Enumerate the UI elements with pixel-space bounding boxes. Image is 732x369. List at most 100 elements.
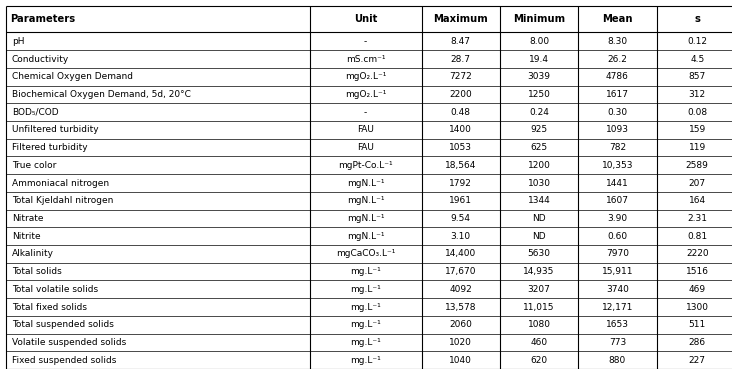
Text: pH: pH <box>12 37 24 46</box>
Text: 9.54: 9.54 <box>451 214 471 223</box>
Text: FAU: FAU <box>357 125 374 134</box>
Text: Total suspended solids: Total suspended solids <box>12 320 113 329</box>
Text: 1617: 1617 <box>606 90 629 99</box>
Text: 1093: 1093 <box>606 125 629 134</box>
Text: 8.00: 8.00 <box>529 37 549 46</box>
Text: Alkalinity: Alkalinity <box>12 249 53 258</box>
Text: 1607: 1607 <box>606 196 629 205</box>
Text: Volatile suspended solids: Volatile suspended solids <box>12 338 126 347</box>
Text: 3740: 3740 <box>606 285 629 294</box>
Text: 460: 460 <box>531 338 548 347</box>
Text: Unit: Unit <box>354 14 377 24</box>
Text: 1080: 1080 <box>528 320 550 329</box>
Text: mgO₂.L⁻¹: mgO₂.L⁻¹ <box>345 72 386 81</box>
Text: 8.30: 8.30 <box>608 37 627 46</box>
Text: 1400: 1400 <box>449 125 472 134</box>
Text: 0.08: 0.08 <box>687 108 707 117</box>
Text: mgN.L⁻¹: mgN.L⁻¹ <box>347 232 384 241</box>
Text: Nitrate: Nitrate <box>12 214 43 223</box>
Text: 3.90: 3.90 <box>608 214 627 223</box>
Text: 11,015: 11,015 <box>523 303 555 311</box>
Text: 312: 312 <box>689 90 706 99</box>
Text: 1516: 1516 <box>686 267 709 276</box>
Text: 164: 164 <box>689 196 706 205</box>
Text: mgN.L⁻¹: mgN.L⁻¹ <box>347 196 384 205</box>
Text: 1040: 1040 <box>449 356 472 365</box>
Text: FAU: FAU <box>357 143 374 152</box>
Text: 0.30: 0.30 <box>608 108 627 117</box>
Text: 1344: 1344 <box>528 196 550 205</box>
Text: 26.2: 26.2 <box>608 55 627 63</box>
Text: 12,171: 12,171 <box>602 303 633 311</box>
Text: ND: ND <box>532 232 546 241</box>
Text: 1020: 1020 <box>449 338 472 347</box>
Text: Biochemical Oxygen Demand, 5d, 20°C: Biochemical Oxygen Demand, 5d, 20°C <box>12 90 190 99</box>
Text: 0.60: 0.60 <box>608 232 627 241</box>
Text: 1300: 1300 <box>686 303 709 311</box>
Text: 1200: 1200 <box>528 161 550 170</box>
Text: 2589: 2589 <box>686 161 709 170</box>
Text: 159: 159 <box>689 125 706 134</box>
Text: 10,353: 10,353 <box>602 161 633 170</box>
Text: Nitrite: Nitrite <box>12 232 40 241</box>
Text: Total solids: Total solids <box>12 267 61 276</box>
Text: ND: ND <box>532 214 546 223</box>
Text: 0.12: 0.12 <box>687 37 707 46</box>
Text: 286: 286 <box>689 338 706 347</box>
Text: mg.L⁻¹: mg.L⁻¹ <box>350 356 381 365</box>
Text: 1792: 1792 <box>449 179 472 187</box>
Text: 8.47: 8.47 <box>451 37 471 46</box>
Text: 880: 880 <box>609 356 626 365</box>
Text: 4786: 4786 <box>606 72 629 81</box>
Text: 1053: 1053 <box>449 143 472 152</box>
Text: 620: 620 <box>531 356 548 365</box>
Text: 2060: 2060 <box>449 320 472 329</box>
Text: 14,935: 14,935 <box>523 267 555 276</box>
Text: Parameters: Parameters <box>10 14 75 24</box>
Text: 17,670: 17,670 <box>445 267 477 276</box>
Text: s: s <box>694 14 701 24</box>
Text: Maximum: Maximum <box>433 14 488 24</box>
Text: 4092: 4092 <box>449 285 472 294</box>
Text: 0.24: 0.24 <box>529 108 549 117</box>
Text: 7272: 7272 <box>449 72 472 81</box>
Text: 13,578: 13,578 <box>445 303 477 311</box>
Text: BOD₅/COD: BOD₅/COD <box>12 108 59 117</box>
Text: Unfiltered turbidity: Unfiltered turbidity <box>12 125 98 134</box>
Text: 2200: 2200 <box>449 90 472 99</box>
Text: 19.4: 19.4 <box>529 55 549 63</box>
Text: 3207: 3207 <box>528 285 550 294</box>
Text: 28.7: 28.7 <box>451 55 471 63</box>
Text: mS.cm⁻¹: mS.cm⁻¹ <box>346 55 385 63</box>
Text: mgCaCO₃.L⁻¹: mgCaCO₃.L⁻¹ <box>336 249 395 258</box>
Text: Total volatile solids: Total volatile solids <box>12 285 98 294</box>
Text: True color: True color <box>12 161 56 170</box>
Text: mgN.L⁻¹: mgN.L⁻¹ <box>347 214 384 223</box>
Text: mg.L⁻¹: mg.L⁻¹ <box>350 267 381 276</box>
Text: 2.31: 2.31 <box>687 214 707 223</box>
Text: -: - <box>364 108 367 117</box>
Text: 227: 227 <box>689 356 706 365</box>
Text: 0.48: 0.48 <box>451 108 471 117</box>
Text: 782: 782 <box>609 143 626 152</box>
Text: 1653: 1653 <box>606 320 629 329</box>
Text: 2220: 2220 <box>686 249 709 258</box>
Text: Fixed suspended solids: Fixed suspended solids <box>12 356 116 365</box>
Text: 511: 511 <box>689 320 706 329</box>
Text: mg.L⁻¹: mg.L⁻¹ <box>350 303 381 311</box>
Text: 469: 469 <box>689 285 706 294</box>
Text: Minimum: Minimum <box>513 14 565 24</box>
Text: 4.5: 4.5 <box>690 55 704 63</box>
Text: Chemical Oxygen Demand: Chemical Oxygen Demand <box>12 72 132 81</box>
Text: 857: 857 <box>689 72 706 81</box>
Text: 119: 119 <box>689 143 706 152</box>
Text: 15,911: 15,911 <box>602 267 633 276</box>
Text: 3039: 3039 <box>528 72 550 81</box>
Text: 1961: 1961 <box>449 196 472 205</box>
Text: 3.10: 3.10 <box>451 232 471 241</box>
Text: mg.L⁻¹: mg.L⁻¹ <box>350 320 381 329</box>
Text: Total Kjeldahl nitrogen: Total Kjeldahl nitrogen <box>12 196 113 205</box>
Text: mgO₂.L⁻¹: mgO₂.L⁻¹ <box>345 90 386 99</box>
Text: mgN.L⁻¹: mgN.L⁻¹ <box>347 179 384 187</box>
Text: 5630: 5630 <box>528 249 550 258</box>
